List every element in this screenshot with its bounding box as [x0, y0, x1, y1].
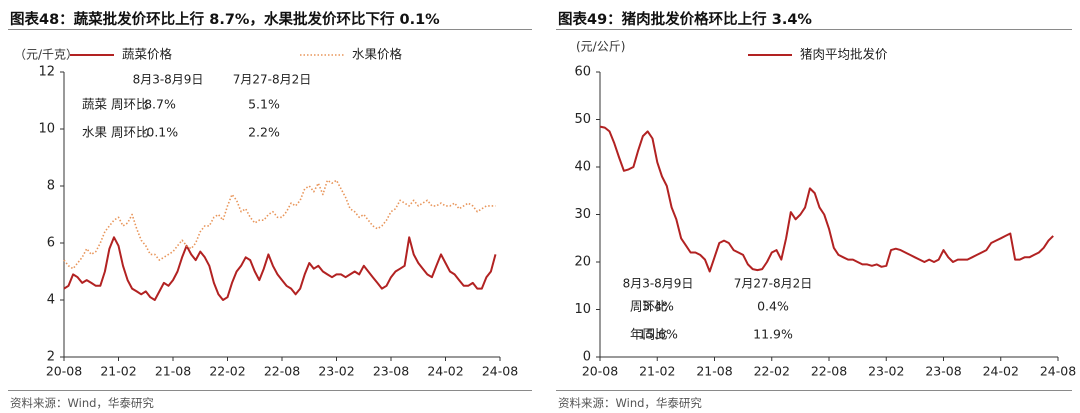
table-row-label: 水果 周环比	[82, 125, 148, 140]
y-axis-label: (元/公斤)	[576, 40, 625, 54]
x-tick-label: 21-08	[155, 364, 191, 379]
table-cell-value: 11.9%	[753, 327, 793, 342]
x-tick-label: 23-08	[373, 364, 409, 379]
y-tick-label: 8	[47, 179, 55, 194]
table-row-label: 周环比	[630, 299, 668, 314]
table-cell-value: 2.2%	[248, 125, 280, 140]
x-tick-label: 23-02	[868, 364, 904, 379]
y-tick-label: 0	[583, 350, 591, 365]
source-divider	[556, 390, 1072, 391]
legend-label: 水果价格	[352, 47, 403, 62]
y-tick-label: 60	[574, 65, 591, 80]
x-tick-label: 22-08	[264, 364, 300, 379]
x-tick-label: 24-08	[482, 364, 518, 379]
y-tick-label: 30	[574, 207, 591, 222]
table-cell-value: -0.1%	[142, 125, 178, 140]
y-axis-label: （元/千克）	[14, 48, 78, 62]
table-cell-value: 0.4%	[757, 299, 789, 314]
left-chart-panel: 图表48：蔬菜批发价环比上行 8.7%，水果批发价环比下行 0.1% （元/千克…	[8, 12, 532, 410]
x-tick-label: 24-02	[427, 364, 463, 379]
y-tick-label: 10	[574, 302, 591, 317]
legend-label: 猪肉平均批发价	[800, 47, 888, 62]
x-tick-label: 22-02	[754, 364, 790, 379]
x-tick-label: 23-02	[318, 364, 354, 379]
table-column-header: 7月27-8月2日	[233, 73, 312, 87]
table-cell-value: 15.6%	[638, 327, 678, 342]
table-cell-value: 5.1%	[248, 97, 280, 112]
chart-title: 图表49：猪肉批发价格环比上行 3.4%	[558, 12, 812, 28]
y-tick-label: 6	[47, 236, 55, 251]
series-line-secondary	[63, 179, 496, 270]
series-line-primary	[599, 125, 1054, 273]
y-tick-label: 40	[574, 160, 591, 175]
table-cell-value: 3.4%	[642, 299, 674, 314]
chart-pork: (元/公斤) 0 10 20 30 40 50 60 20-08 21-02 21-08 22-02 2…	[574, 40, 1076, 379]
table-row-label: 年同比	[630, 327, 668, 342]
table-column-header: 8月3-8月9日	[623, 277, 694, 291]
y-tick-label: 20	[574, 255, 591, 270]
y-tick-label: 4	[47, 293, 55, 308]
series-line-primary	[63, 236, 497, 301]
title-divider	[556, 29, 1072, 30]
y-tick-label: 12	[38, 65, 55, 80]
legend-label: 蔬菜价格	[122, 47, 173, 62]
x-tick-label: 22-02	[209, 364, 245, 379]
source-divider	[8, 390, 532, 391]
table-cell-value: 8.7%	[144, 97, 176, 112]
x-tick-label: 24-02	[983, 364, 1019, 379]
table-column-header: 8月3-8月9日	[133, 73, 204, 87]
x-tick-label: 24-08	[1040, 364, 1076, 379]
y-tick-label: 50	[574, 112, 591, 127]
chart-title: 图表48：蔬菜批发价环比上行 8.7%，水果批发价环比下行 0.1%	[10, 12, 440, 28]
x-tick-label: 20-08	[46, 364, 82, 379]
title-divider	[8, 29, 532, 30]
x-tick-label: 21-02	[639, 364, 675, 379]
x-tick-label: 23-08	[925, 364, 961, 379]
right-chart-panel: 图表49：猪肉批发价格环比上行 3.4% (元/公斤) 0 10 20 30 40 50 60…	[548, 0, 1080, 413]
table-row-label: 蔬菜 周环比	[82, 97, 148, 112]
table-column-header: 7月27-8月2日	[734, 277, 813, 291]
chart-vegetable-fruit: （元/千克） 2 4 6 8 10 12 20-08 21-02 21-08 22-02 22-08 2…	[14, 47, 518, 379]
y-tick-label: 10	[38, 122, 55, 137]
x-tick-label: 22-08	[811, 364, 847, 379]
x-tick-label: 20-08	[582, 364, 618, 379]
source-note: 资料来源：Wind，华泰研究	[558, 396, 702, 410]
y-tick-label: 2	[47, 350, 55, 365]
x-tick-label: 21-02	[100, 364, 136, 379]
source-note: 资料来源：Wind，华泰研究	[10, 396, 154, 410]
x-tick-label: 21-08	[696, 364, 732, 379]
